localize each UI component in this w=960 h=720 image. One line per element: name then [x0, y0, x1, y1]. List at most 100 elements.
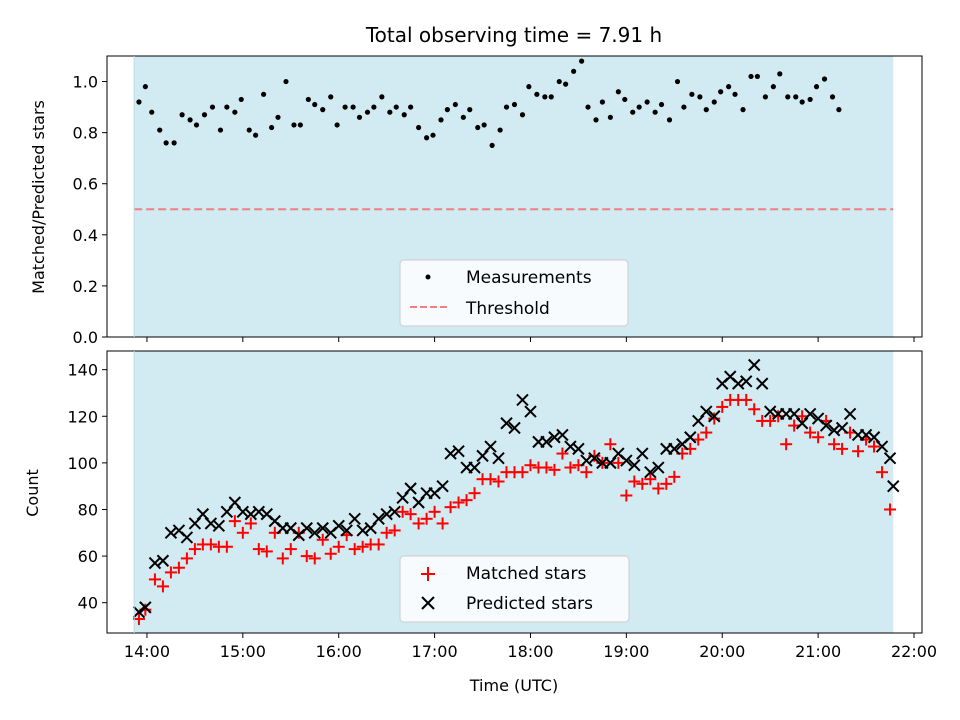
legend-measurements-label: Measurements — [466, 268, 592, 288]
measurement-point — [748, 73, 754, 80]
predicted-star-point — [180, 531, 194, 544]
top-legend-box — [399, 259, 629, 327]
matched-star-point — [172, 561, 185, 574]
matched-star-point — [524, 459, 537, 472]
bottom-legend: Matched stars Predicted stars — [399, 555, 630, 623]
legend-measurements-marker — [425, 274, 431, 280]
measurement-point — [209, 104, 216, 110]
predicted-star-point — [668, 442, 681, 456]
matched-star-point — [332, 540, 345, 553]
matched-star-point — [404, 508, 417, 521]
legend-matched-label: Matched stars — [466, 564, 586, 584]
predicted-star-point — [684, 431, 697, 444]
top-panel-frame — [106, 55, 923, 338]
measurement-point — [813, 84, 820, 90]
top-x-axis — [146, 337, 915, 342]
predicted-star-point — [252, 505, 266, 519]
measurement-point — [497, 127, 503, 133]
bottom-y-axis-label: Count — [23, 469, 42, 517]
matched-star-point — [868, 440, 881, 453]
x-tick-label: 20:00 — [699, 642, 745, 661]
measurement-point — [460, 114, 466, 120]
matched-star-point — [612, 456, 625, 469]
matched-star-point — [244, 517, 257, 530]
measurement-point — [807, 96, 813, 103]
x-tick-label: 22:00 — [891, 642, 937, 661]
predicted-star-point — [132, 605, 146, 619]
matched-star-point — [356, 540, 369, 553]
matched-star-point — [620, 489, 633, 502]
predicted-star-point — [468, 461, 481, 474]
matched-star-point — [228, 515, 241, 528]
measurements-points — [136, 58, 842, 149]
predicted-star-point — [803, 407, 817, 421]
matched-star-point — [484, 473, 497, 486]
measurement-point — [836, 107, 842, 113]
measurement-point — [658, 101, 665, 108]
measurement-point — [563, 81, 569, 87]
predicted-star-point — [588, 451, 601, 465]
predicted-star-point — [636, 447, 649, 460]
matched-star-point — [716, 400, 729, 413]
predicted-star-point — [827, 424, 841, 437]
predicted-star-point — [516, 393, 529, 407]
measurement-point — [142, 84, 148, 90]
top-y-axis-label: Matched/Predicted stars — [29, 100, 48, 294]
predicted-star-point — [700, 405, 713, 418]
predicted-star-point — [644, 465, 657, 479]
matched-star-point — [388, 524, 401, 537]
matched-star-point — [836, 442, 849, 455]
legend-threshold-label: Threshold — [465, 299, 550, 319]
predicted-star-point — [859, 428, 873, 442]
measurement-point — [268, 124, 275, 131]
matched-star-point — [780, 438, 793, 451]
measurement-point — [821, 76, 828, 82]
measurement-point — [305, 96, 311, 103]
predicted-star-point — [300, 521, 313, 535]
predicted-star-point — [835, 421, 849, 435]
predicted-star-point — [732, 377, 745, 390]
predicted-star-point — [883, 451, 897, 465]
measurement-point — [697, 94, 703, 100]
x-tick-label: 17:00 — [412, 642, 458, 661]
matched-star-point — [420, 512, 433, 525]
measurement-point — [607, 114, 613, 120]
matched-star-point — [284, 543, 297, 556]
measurement-point — [489, 142, 495, 149]
bottom-x-axis: 14:00 15:00 16:00 17:00 18:00 19:00 20:00 21:00… — [124, 633, 937, 661]
x-tick-label: 16:00 — [316, 642, 362, 661]
matched-star-point — [556, 447, 569, 460]
matched-star-point — [300, 550, 313, 563]
measurement-point — [312, 101, 318, 108]
measurement-point — [666, 117, 673, 123]
measurement-point — [548, 94, 554, 100]
matched-star-point — [796, 410, 809, 423]
measurement-point — [542, 94, 548, 100]
predicted-star-point — [444, 447, 457, 460]
measurement-point — [179, 112, 185, 118]
y-tick-label: 80 — [78, 500, 98, 519]
predicted-star-point — [204, 517, 218, 530]
measurement-point — [193, 122, 200, 128]
x-tick-label: 19:00 — [603, 642, 649, 661]
matched-star-point — [708, 412, 721, 425]
measurement-point — [762, 94, 768, 100]
measurement-point — [785, 94, 791, 100]
measurement-point — [770, 84, 776, 90]
measurement-point — [740, 107, 746, 113]
y-tick-label: 0.8 — [73, 124, 98, 143]
measurement-point — [401, 112, 407, 118]
predicted-star-point — [332, 519, 345, 533]
matched-star-point — [324, 547, 337, 560]
matched-star-point — [396, 505, 409, 518]
matched-star-point — [812, 431, 825, 444]
measurement-point — [593, 117, 599, 123]
measurement-point — [342, 104, 348, 110]
measurement-point — [754, 73, 761, 80]
predicted-star-point — [628, 458, 641, 472]
measurement-point — [371, 104, 377, 110]
measurement-point — [799, 99, 805, 105]
measurement-point — [364, 109, 371, 115]
measurement-point — [408, 104, 414, 110]
legend-predicted-marker — [421, 596, 435, 610]
